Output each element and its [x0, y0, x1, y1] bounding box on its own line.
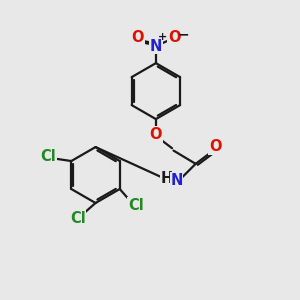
Text: N: N — [170, 172, 183, 188]
Text: Cl: Cl — [128, 198, 144, 213]
Text: H: H — [161, 171, 173, 186]
Text: +: + — [158, 32, 167, 42]
Text: Cl: Cl — [40, 149, 56, 164]
Text: O: O — [168, 30, 180, 45]
Text: −: − — [178, 27, 189, 41]
Text: O: O — [209, 139, 222, 154]
Text: Cl: Cl — [70, 211, 86, 226]
Text: N: N — [150, 39, 162, 54]
Text: O: O — [150, 127, 162, 142]
Text: O: O — [131, 30, 144, 45]
